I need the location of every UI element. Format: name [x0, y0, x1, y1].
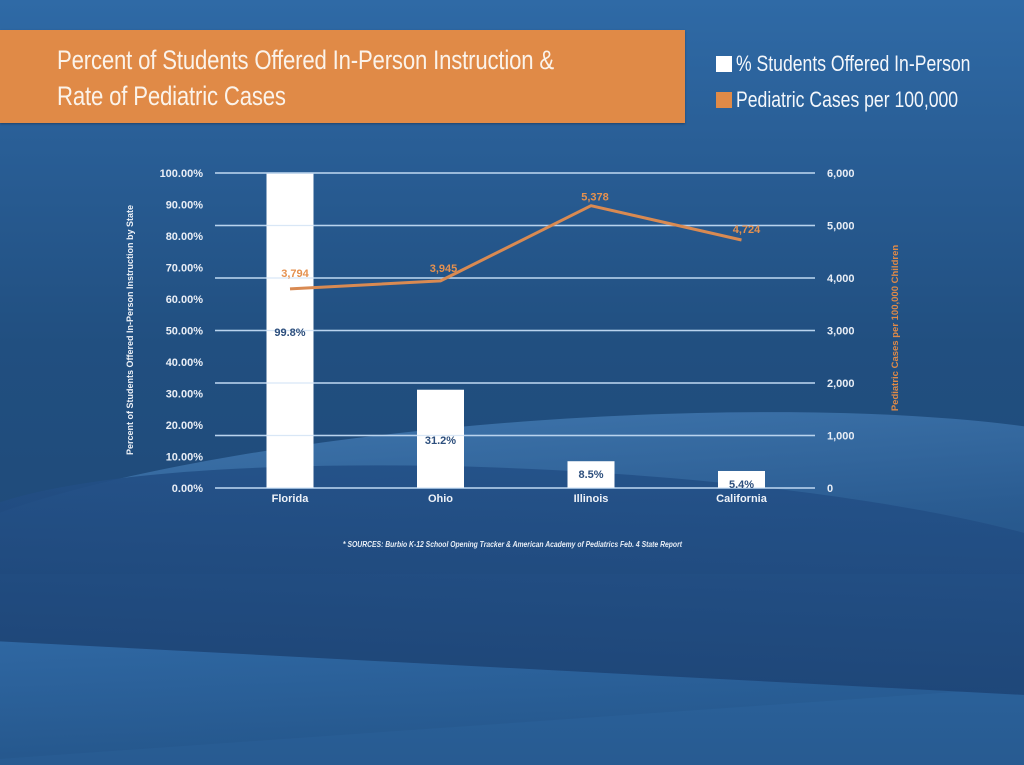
bar-value-label: 8.5% [578, 469, 603, 481]
left-tick-label: 20.00% [166, 420, 204, 432]
category-label: Illinois [574, 493, 609, 505]
right-tick-label: 3,000 [827, 326, 855, 338]
line-value-label: 3,945 [430, 263, 458, 275]
right-tick-label: 4,000 [827, 273, 855, 285]
cases-line [290, 206, 742, 289]
left-tick-label: 90.00% [166, 200, 204, 212]
cases-line-path [290, 206, 742, 289]
line-value-label: 4,724 [733, 224, 761, 236]
left-tick-label: 0.00% [172, 483, 203, 495]
line-value-label: 3,794 [281, 268, 309, 280]
right-tick-label: 0 [827, 483, 833, 495]
sources-footnote: * SOURCES: Burbio K-12 School Opening Tr… [0, 540, 1024, 549]
right-tick-label: 1,000 [827, 431, 855, 443]
left-tick-label: 10.00% [166, 452, 204, 464]
bar-value-label: 5.4% [729, 479, 754, 491]
left-tick-label: 40.00% [166, 357, 204, 369]
category-label: California [716, 493, 768, 505]
left-axis-ticks: 0.00% 10.00% 20.00% 30.00% 40.00% 50.00% 60.00… [160, 168, 204, 495]
left-axis-title: Percent of Students Offered In-Person In… [125, 205, 135, 455]
left-tick-label: 80.00% [166, 231, 204, 243]
right-axis-ticks: 0 1,000 2,000 3,000 4,000 5,000 6,000 [827, 168, 855, 495]
line-value-label: 5,378 [581, 192, 609, 204]
bar-value-label: 31.2% [425, 435, 456, 447]
category-label: Florida [272, 493, 310, 505]
sources-footnote-text: * SOURCES: Burbio K-12 School Opening Tr… [342, 540, 681, 549]
left-tick-label: 70.00% [166, 263, 204, 275]
left-tick-label: 60.00% [166, 294, 204, 306]
right-tick-label: 2,000 [827, 378, 855, 390]
left-tick-label: 100.00% [160, 168, 204, 180]
right-tick-label: 6,000 [827, 168, 855, 180]
left-tick-label: 30.00% [166, 389, 204, 401]
bar-value-label: 99.8% [274, 327, 305, 339]
left-tick-label: 50.00% [166, 326, 204, 338]
line-labels: 3,794 3,945 5,378 4,724 [281, 192, 761, 280]
right-axis-title: Pediatric Cases per 100,000 Children [890, 245, 901, 412]
category-labels: Florida Ohio Illinois California [272, 493, 768, 505]
right-tick-label: 5,000 [827, 221, 855, 233]
bar-labels: 99.8% 31.2% 8.5% 5.4% [274, 327, 754, 491]
category-label: Ohio [428, 493, 453, 505]
